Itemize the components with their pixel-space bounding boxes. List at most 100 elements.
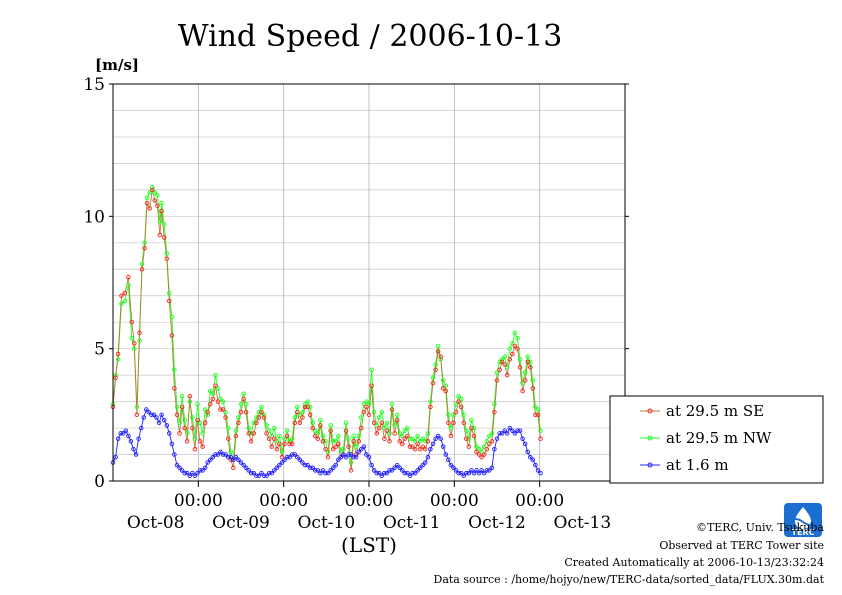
x-time-tick-label: 00:00	[345, 491, 394, 511]
data-point	[136, 436, 141, 441]
data-point	[157, 219, 163, 224]
data-point	[119, 301, 124, 306]
data-point	[205, 409, 210, 415]
data-point	[179, 394, 185, 399]
data-point	[425, 454, 431, 460]
data-point	[231, 465, 236, 471]
data-point	[292, 420, 298, 426]
x-time-tick-label: 00:00	[174, 491, 223, 511]
footer-observed: Observed at TERC Tower site	[659, 539, 824, 552]
data-point	[528, 359, 533, 365]
data-point	[341, 446, 346, 452]
data-point	[461, 420, 466, 426]
data-point	[195, 417, 200, 423]
data-point	[210, 391, 216, 396]
data-point	[389, 407, 395, 412]
data-point	[292, 415, 298, 420]
legend-label: at 29.5 m NW	[666, 429, 772, 447]
data-point	[510, 351, 515, 357]
data-point	[179, 468, 185, 473]
data-point	[310, 420, 315, 426]
data-point	[428, 446, 433, 452]
data-point	[269, 433, 274, 439]
data-point	[284, 428, 290, 433]
data-point	[400, 441, 405, 447]
data-point	[458, 470, 464, 476]
data-point	[197, 439, 203, 444]
data-point	[522, 370, 528, 375]
data-point	[210, 454, 216, 460]
data-point	[507, 425, 513, 431]
data-point	[417, 465, 423, 471]
data-point	[497, 431, 502, 436]
data-point	[137, 330, 142, 336]
data-point	[392, 431, 397, 436]
data-point	[277, 433, 282, 439]
data-point	[300, 415, 305, 420]
data-point	[428, 404, 433, 410]
data-point	[351, 433, 356, 439]
data-point	[307, 465, 313, 471]
data-point	[376, 415, 382, 420]
data-point	[464, 470, 469, 476]
data-point	[266, 470, 272, 476]
data-point	[318, 470, 323, 476]
data-point	[492, 409, 497, 415]
data-point	[202, 407, 208, 412]
data-point	[119, 293, 124, 298]
data-point	[120, 431, 126, 436]
data-point	[305, 404, 310, 410]
data-point	[272, 468, 277, 473]
data-point	[476, 446, 482, 452]
data-point	[356, 449, 362, 455]
data-point	[197, 468, 203, 473]
data-point	[246, 468, 251, 473]
data-point	[282, 436, 287, 441]
data-point	[535, 468, 541, 473]
data-point	[208, 457, 213, 463]
data-point	[428, 399, 433, 404]
wave-icon	[787, 518, 819, 526]
data-point	[512, 431, 518, 436]
data-point	[220, 407, 226, 412]
data-point	[466, 470, 472, 476]
data-point	[433, 436, 438, 441]
data-point	[318, 423, 323, 428]
data-point	[223, 452, 228, 457]
data-point	[277, 462, 282, 468]
data-point	[484, 439, 490, 444]
data-point	[497, 367, 502, 373]
data-point	[504, 364, 510, 370]
data-point	[150, 184, 155, 190]
data-point	[297, 420, 303, 426]
data-point	[479, 449, 484, 455]
data-point	[471, 433, 477, 439]
data-point	[208, 388, 213, 394]
data-point	[464, 428, 469, 433]
data-point	[476, 470, 482, 476]
data-point	[430, 441, 436, 447]
data-point	[205, 412, 210, 418]
data-point	[241, 462, 246, 468]
data-point	[410, 470, 415, 476]
data-point	[325, 470, 331, 476]
data-point	[469, 425, 474, 431]
data-point	[187, 394, 193, 399]
data-point	[443, 388, 449, 394]
data-point	[297, 412, 303, 418]
data-point	[243, 409, 249, 415]
data-point	[123, 428, 129, 433]
data-point	[177, 465, 182, 471]
data-point	[274, 439, 280, 444]
data-point	[256, 409, 262, 415]
data-point	[200, 444, 205, 449]
data-point	[394, 412, 400, 418]
data-point	[192, 446, 198, 452]
data-point	[359, 415, 364, 420]
data-point	[415, 468, 420, 473]
data-point	[144, 407, 149, 412]
data-point	[515, 346, 520, 351]
data-point	[284, 433, 290, 439]
data-point	[289, 452, 295, 457]
data-point	[487, 441, 492, 447]
